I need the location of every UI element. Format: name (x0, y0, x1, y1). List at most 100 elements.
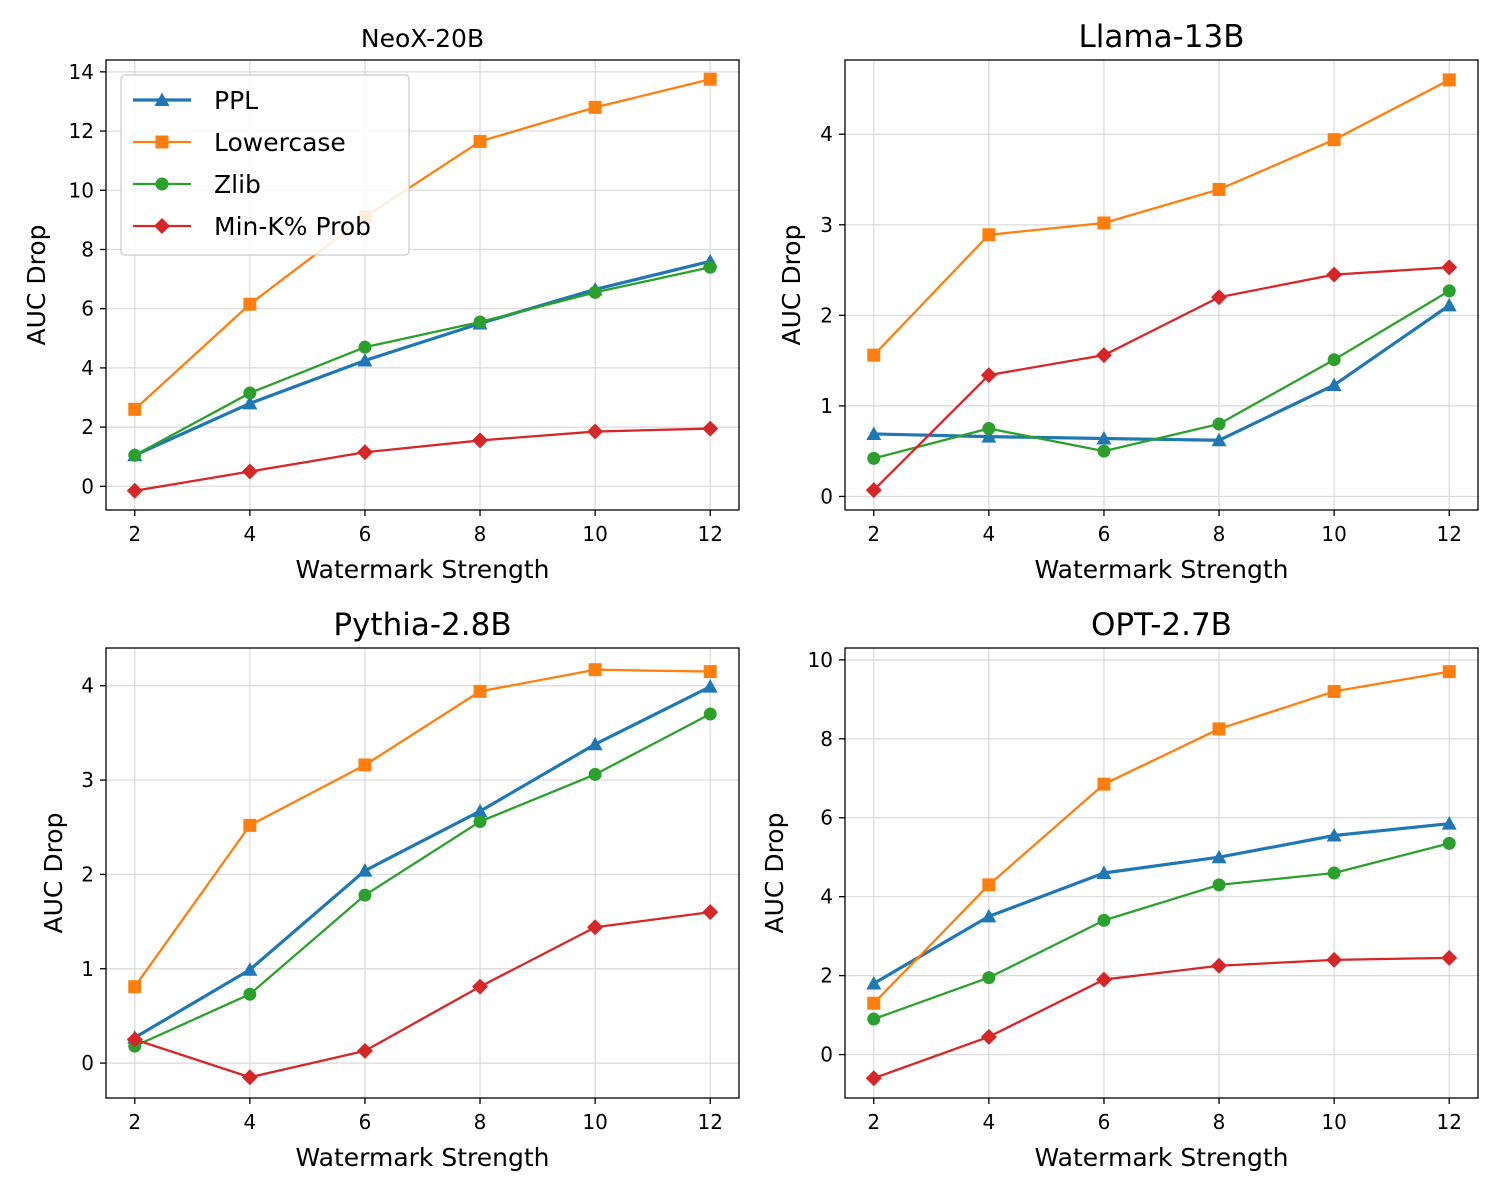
series-line (133, 668, 711, 988)
data-point (126, 482, 143, 499)
data-point (1096, 865, 1112, 879)
series-line (133, 685, 711, 1040)
series-line (872, 266, 1450, 491)
y-tick-label: 0 (820, 484, 833, 508)
data-point (867, 1012, 881, 1026)
data-point (703, 707, 717, 721)
x-tick-label: 10 (1321, 1110, 1346, 1134)
data-point (1441, 816, 1457, 830)
data-point (243, 818, 257, 832)
data-point (358, 340, 372, 354)
plot-frame (844, 647, 1479, 1099)
data-point (1327, 866, 1341, 880)
data-point (1441, 259, 1458, 276)
y-tick-label: 2 (820, 303, 833, 327)
legend-label: Zlib (214, 170, 261, 199)
y-tick-label: 0 (81, 474, 94, 498)
x-tick-label: 2 (867, 1110, 880, 1134)
plot-frame (844, 59, 1479, 511)
series-line (134, 713, 711, 1048)
legend: PPL Lowercase Zlib Min-K% Prob (120, 74, 410, 256)
series-lowercase (867, 665, 1456, 1010)
data-point (588, 663, 602, 677)
data-point (358, 888, 372, 902)
data-point (980, 1028, 997, 1045)
data-point (356, 1042, 373, 1059)
data-point (703, 72, 717, 86)
y-tick-label: 1 (820, 394, 833, 418)
y-tick-label: 8 (820, 727, 833, 751)
series-line (873, 956, 1450, 1080)
legend-item: Zlib (133, 170, 261, 199)
series-min-k-prob (865, 949, 1458, 1087)
series-ppl (127, 679, 718, 1044)
y-tick-label: 8 (81, 237, 94, 261)
y-tick-label: 4 (81, 674, 94, 698)
x-tick-label: 12 (1437, 522, 1462, 546)
data-point (472, 978, 489, 995)
series-line (134, 266, 711, 457)
series-zlib (867, 284, 1456, 465)
data-point (242, 395, 258, 410)
y-tick-label: 6 (820, 806, 833, 830)
series-zlib (867, 836, 1456, 1026)
legend-label: Lowercase (214, 128, 346, 157)
plot-frame (105, 647, 740, 1099)
y-tick-label: 4 (81, 356, 94, 380)
data-point (1211, 849, 1227, 864)
x-axis-label: Watermark Strength (296, 555, 550, 584)
series-line (134, 259, 711, 457)
data-point (702, 904, 719, 921)
data-point (588, 100, 602, 114)
data-point (1097, 777, 1111, 791)
data-point (1442, 73, 1456, 87)
data-point (703, 260, 717, 274)
data-point (473, 815, 487, 829)
x-tick-label: 12 (1437, 1110, 1462, 1134)
series-zlib (128, 260, 717, 462)
data-point (243, 386, 257, 400)
legend-marker (154, 218, 170, 234)
y-tick-label: 10 (69, 178, 94, 202)
y-tick-label: 2 (81, 415, 94, 439)
x-tick-label: 2 (128, 1110, 141, 1134)
series-min-k-prob (126, 904, 719, 1086)
x-tick-label: 8 (474, 1110, 487, 1134)
x-tick-label: 2 (867, 522, 880, 546)
legend-marker (155, 135, 169, 149)
legend-item: Lowercase (133, 128, 346, 157)
x-tick-label: 4 (243, 1110, 256, 1134)
y-axis-label: AUC Drop (777, 225, 806, 346)
y-tick-label: 2 (820, 964, 833, 988)
series-line (872, 78, 1450, 356)
x-axis-label: Watermark Strength (1035, 555, 1289, 584)
data-point (128, 448, 142, 462)
data-point (702, 679, 718, 693)
legend-box (120, 74, 410, 256)
data-point (1326, 266, 1343, 283)
data-point (358, 758, 372, 772)
data-point (472, 432, 489, 449)
x-tick-label: 10 (1321, 522, 1346, 546)
x-tick-label: 8 (1213, 522, 1226, 546)
x-tick-label: 10 (582, 1110, 607, 1134)
y-tick-label: 12 (69, 119, 94, 143)
data-point (981, 429, 997, 443)
data-point (702, 420, 719, 437)
legend-label: Min-K% Prob (214, 212, 371, 241)
series-line (133, 78, 711, 411)
x-tick-label: 12 (698, 1110, 723, 1134)
data-point (473, 684, 487, 698)
data-point (1212, 417, 1226, 431)
y-axis-label: AUC Drop (39, 813, 68, 934)
data-point (1441, 297, 1457, 312)
data-point (128, 980, 142, 994)
data-point (1326, 377, 1342, 392)
y-tick-label: 4 (820, 122, 833, 146)
x-tick-label: 6 (1098, 522, 1111, 546)
legend-marker (154, 92, 170, 106)
data-point (982, 422, 996, 436)
data-point (1097, 444, 1111, 458)
